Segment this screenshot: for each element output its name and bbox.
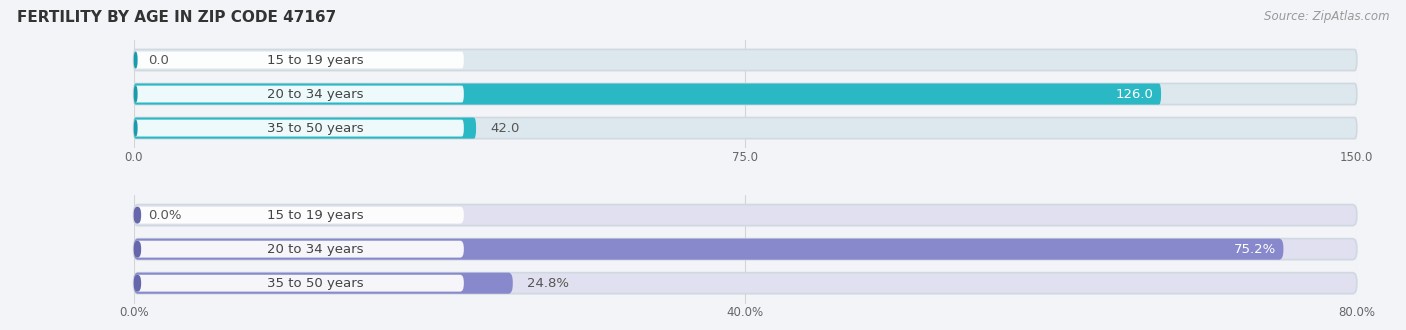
Text: 24.8%: 24.8% [527,277,569,290]
FancyBboxPatch shape [134,205,1357,226]
FancyBboxPatch shape [134,207,464,223]
Text: 42.0: 42.0 [491,121,520,135]
FancyBboxPatch shape [134,275,464,292]
FancyBboxPatch shape [134,120,138,137]
FancyBboxPatch shape [134,241,464,258]
Text: 15 to 19 years: 15 to 19 years [267,53,364,67]
Text: 20 to 34 years: 20 to 34 years [267,87,364,101]
FancyBboxPatch shape [134,207,141,223]
FancyBboxPatch shape [134,239,1357,260]
Text: 15 to 19 years: 15 to 19 years [267,209,364,222]
FancyBboxPatch shape [134,120,464,137]
FancyBboxPatch shape [134,239,1284,260]
FancyBboxPatch shape [134,273,1357,294]
Text: Source: ZipAtlas.com: Source: ZipAtlas.com [1264,10,1389,23]
Text: FERTILITY BY AGE IN ZIP CODE 47167: FERTILITY BY AGE IN ZIP CODE 47167 [17,10,336,25]
Text: 0.0%: 0.0% [148,209,181,222]
Text: 35 to 50 years: 35 to 50 years [267,121,364,135]
FancyBboxPatch shape [134,275,141,292]
FancyBboxPatch shape [134,83,1161,105]
FancyBboxPatch shape [134,117,1357,139]
Text: 0.0: 0.0 [148,53,169,67]
FancyBboxPatch shape [134,117,477,139]
FancyBboxPatch shape [134,51,138,68]
FancyBboxPatch shape [134,273,513,294]
FancyBboxPatch shape [134,83,1357,105]
Text: 126.0: 126.0 [1116,87,1154,101]
Text: 35 to 50 years: 35 to 50 years [267,277,364,290]
FancyBboxPatch shape [134,51,464,68]
FancyBboxPatch shape [134,85,464,103]
Text: 75.2%: 75.2% [1234,243,1277,256]
FancyBboxPatch shape [134,241,141,258]
FancyBboxPatch shape [134,85,138,103]
FancyBboxPatch shape [134,50,1357,71]
Text: 20 to 34 years: 20 to 34 years [267,243,364,256]
